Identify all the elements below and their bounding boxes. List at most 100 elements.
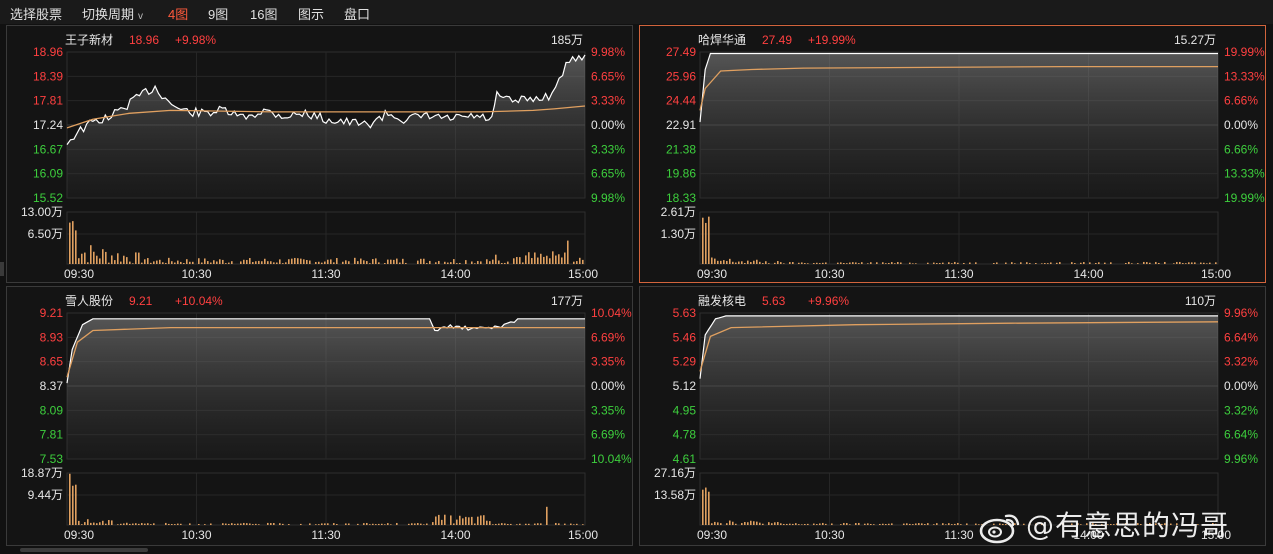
volume-bar — [420, 523, 422, 525]
chart-panel-wangzi[interactable]: 王子新材 18.96 +9.98% 185万 18.96 18.39 17.81 17.24 1… — [6, 25, 633, 283]
volume-bar — [309, 260, 311, 264]
volume-bar — [165, 522, 167, 525]
time-tick-label: 14:00 — [1073, 267, 1103, 281]
percent-tick-label: 6.66% — [1224, 94, 1258, 108]
volume-bar — [1146, 523, 1148, 525]
switch-period-dropdown[interactable]: 切换周期 v — [82, 4, 143, 23]
volume-bar — [141, 262, 143, 264]
percent-tick-label: 0.00% — [1224, 379, 1258, 393]
volume-bar — [1095, 262, 1097, 264]
volume-bar — [303, 259, 305, 264]
volume-bar — [102, 520, 104, 525]
price-tick-label: 18.96 — [33, 45, 63, 59]
percent-tick-label: 6.64% — [1224, 428, 1258, 442]
volume-bar — [882, 523, 884, 525]
volume-bar — [1161, 523, 1163, 525]
volume-bar — [366, 522, 368, 525]
volume-bar — [720, 260, 722, 264]
volume-bar — [246, 523, 248, 525]
volume-bar — [1155, 261, 1157, 264]
volume-bar — [1164, 261, 1166, 264]
chart-panel-xueren[interactable]: 雪人股份 9.21 +10.04% 177万 9.21 8.93 8.65 8.37 8.09 7… — [6, 286, 633, 546]
volume-bar — [99, 258, 101, 264]
volume-bar — [1104, 262, 1106, 264]
layout-16-button[interactable]: 16图 — [250, 7, 278, 22]
volume-bar — [819, 523, 821, 525]
volume-bar — [78, 520, 80, 525]
price-line — [699, 52, 1218, 123]
percent-tick-label: 3.32% — [1224, 355, 1258, 369]
chart-panel-hahan[interactable]: 哈焊华通 27.49 +19.99% 15.27万 27.49 25.96 24.44 22.… — [639, 25, 1266, 283]
price-line — [699, 315, 1218, 379]
volume-bar — [1215, 523, 1217, 525]
volume-bar — [825, 523, 827, 525]
volume-bar — [708, 491, 710, 525]
volume-bar — [1149, 522, 1151, 525]
volume-bar — [525, 255, 527, 264]
select-stock-button[interactable]: 选择股票 — [10, 7, 63, 22]
change-percent: +9.98% — [175, 33, 216, 47]
volume-bar — [426, 263, 428, 264]
volume-bar — [114, 260, 116, 264]
volume-bar — [297, 258, 299, 264]
volume-bar — [171, 261, 173, 264]
volume-bar — [399, 262, 401, 264]
volume-bar — [948, 523, 950, 525]
volume-bar — [450, 262, 452, 264]
volume-bar — [1029, 263, 1031, 264]
volume-bar — [117, 524, 119, 525]
volume-bar — [1107, 524, 1109, 525]
volume-bar — [897, 261, 899, 264]
volume-bar — [789, 523, 791, 525]
volume-bar — [1203, 524, 1205, 525]
volume-bar — [981, 524, 983, 525]
watermark: @有意思的冯哥 — [978, 504, 1229, 544]
time-tick-label: 11:30 — [944, 267, 973, 281]
volume-bar — [936, 263, 938, 264]
volume-bar — [75, 484, 77, 525]
volume-bar — [720, 523, 722, 525]
volume-bar — [120, 523, 122, 525]
volume-bar — [867, 523, 869, 525]
volume-bar — [1098, 262, 1100, 264]
volume-bar — [381, 523, 383, 525]
layout-9-button[interactable]: 9图 — [208, 7, 229, 22]
layout-4-button[interactable]: 4图 — [168, 7, 189, 22]
volume-bar — [951, 524, 953, 525]
volume-bar — [375, 258, 377, 264]
price-tick-label: 8.65 — [40, 355, 64, 369]
volume-bar — [891, 262, 893, 264]
volume-bar — [108, 262, 110, 264]
volume-bar — [726, 523, 728, 525]
volume-bar — [750, 262, 752, 264]
volume-bar — [816, 524, 818, 525]
volume-bar — [438, 260, 440, 264]
volume-bar — [72, 221, 74, 264]
volume-bar — [417, 260, 419, 264]
price-tick-label: 7.53 — [40, 452, 64, 466]
time-tick-label: 14:00 — [440, 528, 470, 542]
volume-tick-label: 9.44万 — [28, 488, 63, 502]
volume-bar — [579, 257, 581, 264]
volume-bar — [840, 524, 842, 525]
volume-tick-label: 13.00万 — [21, 205, 63, 219]
order-book-button[interactable]: 盘口 — [344, 7, 371, 22]
volume-bar — [927, 262, 929, 264]
volume-bar — [555, 255, 557, 264]
volume-bar — [567, 240, 569, 264]
chart-panel-rongfa[interactable]: 融发核电 5.63 +9.96% 110万 5.63 5.46 5.29 5.12 4.95 4.… — [639, 286, 1266, 546]
volume-bar — [249, 523, 251, 525]
horizontal-scrollbar[interactable] — [20, 548, 148, 552]
volume-bar — [180, 523, 182, 525]
volume-bar — [1125, 522, 1127, 525]
percent-tick-label: 13.33% — [1224, 167, 1265, 181]
volume-bar — [498, 260, 500, 264]
volume-bar — [789, 262, 791, 264]
volume-bar — [165, 262, 167, 264]
volume-bar — [228, 523, 230, 525]
volume-bar — [111, 520, 113, 525]
legend-button[interactable]: 图示 — [298, 7, 325, 22]
resize-handle[interactable] — [0, 262, 4, 276]
volume-bar — [396, 258, 398, 264]
volume-bar — [156, 260, 158, 264]
